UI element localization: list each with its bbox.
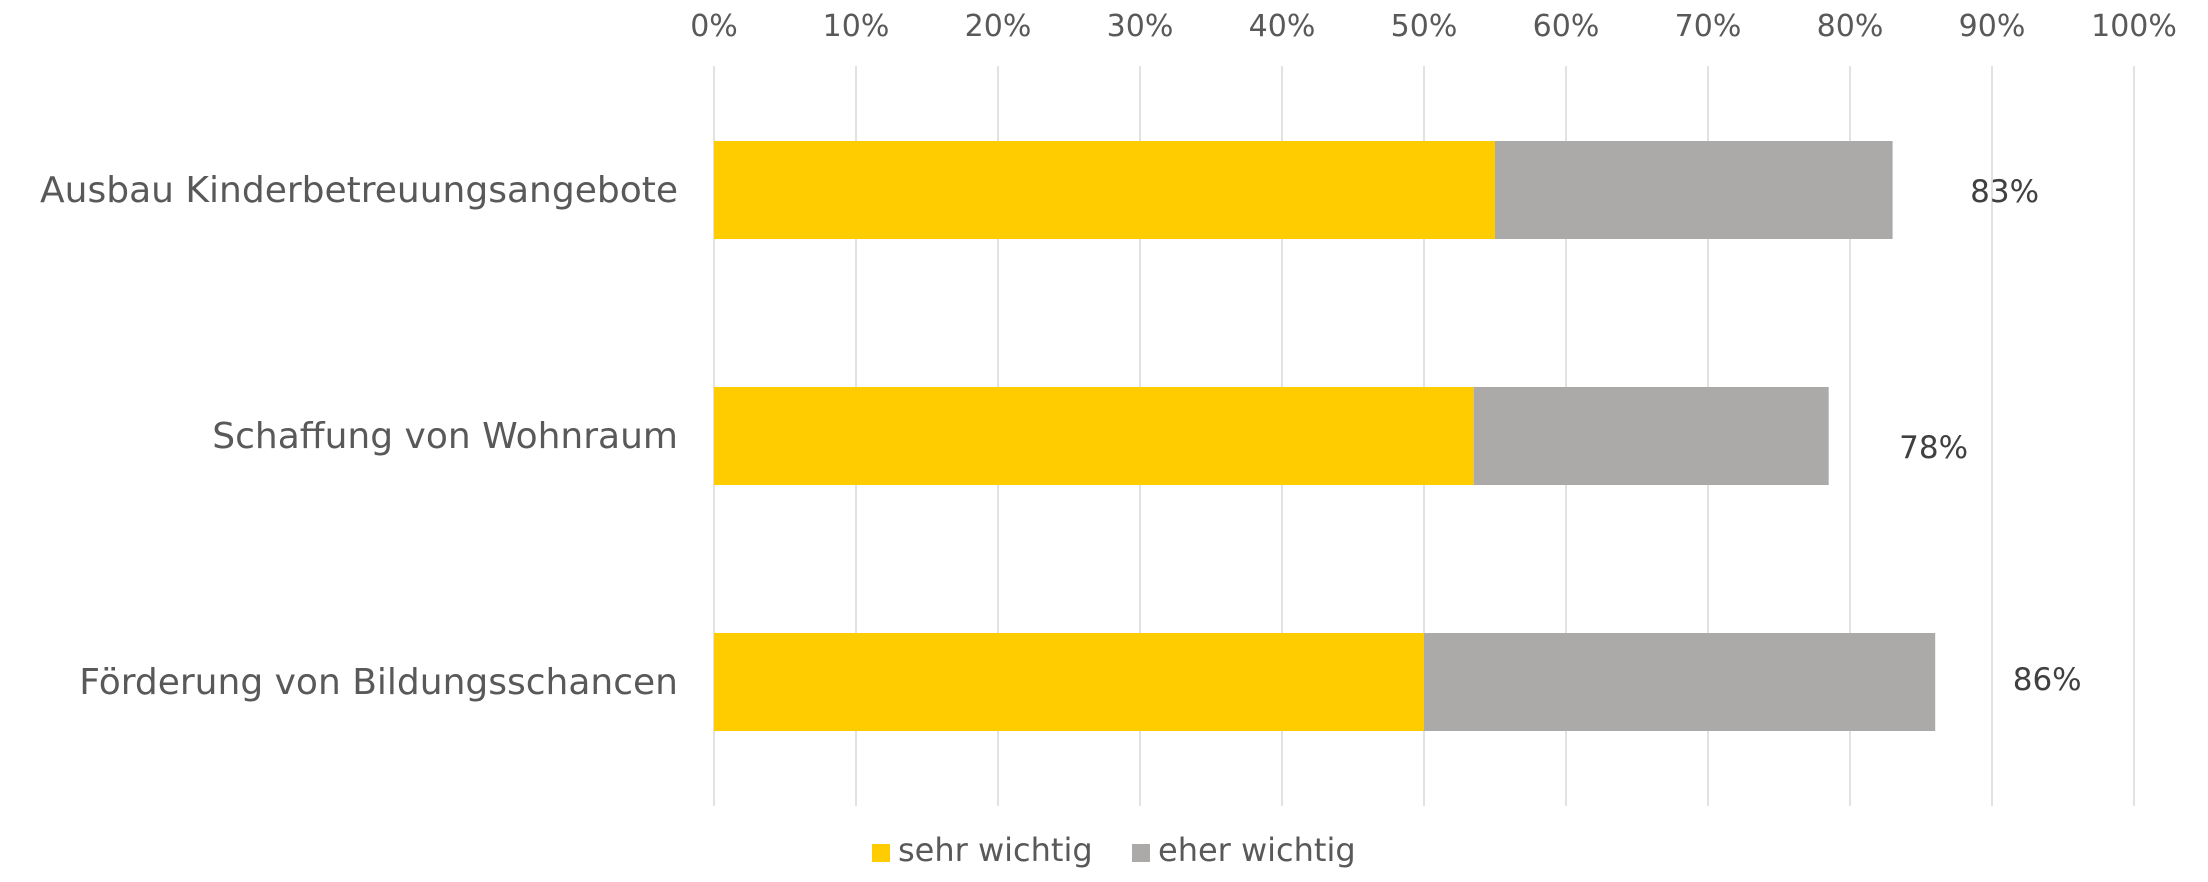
category-labels: Ausbau Kinderbetreuungsangebote Schaffung… xyxy=(40,170,678,703)
x-tick-label: 40% xyxy=(1249,9,1316,44)
x-tick-label: 50% xyxy=(1391,9,1458,44)
bar-segment-sehr-wichtig xyxy=(714,387,1474,485)
x-tick-label: 30% xyxy=(1107,9,1174,44)
legend-label: sehr wichtig xyxy=(898,831,1093,869)
total-labels: 83% 78% 86% xyxy=(1899,174,2082,698)
x-tick-label: 60% xyxy=(1533,9,1600,44)
bar-segment-sehr-wichtig xyxy=(714,633,1424,731)
category-label: Ausbau Kinderbetreuungsangebote xyxy=(40,170,678,211)
category-label: Schaffung von Wohnraum xyxy=(212,416,678,457)
total-label: 78% xyxy=(1899,430,1968,466)
x-tick-label: 0% xyxy=(690,9,738,44)
x-tick-label: 90% xyxy=(1959,9,2026,44)
x-tick-label: 70% xyxy=(1675,9,1742,44)
x-tick-label: 20% xyxy=(965,9,1032,44)
bars xyxy=(714,141,1935,731)
bar-segment-sehr-wichtig xyxy=(714,141,1495,239)
x-tick-label: 100% xyxy=(2091,9,2177,44)
total-label: 83% xyxy=(1970,174,2039,210)
legend: sehr wichtig eher wichtig xyxy=(872,831,1356,869)
x-axis-tick-labels: 0% 10% 20% 30% 40% 50% 60% 70% 80% 90% 100% xyxy=(690,9,2177,44)
total-label: 86% xyxy=(2013,662,2082,698)
x-tick-label: 10% xyxy=(823,9,890,44)
bar-segment-eher-wichtig xyxy=(1474,387,1829,485)
bar-segment-eher-wichtig xyxy=(1495,141,1893,239)
category-label: Förderung von Bildungsschancen xyxy=(79,662,678,703)
legend-label: eher wichtig xyxy=(1158,831,1356,869)
bar-segment-eher-wichtig xyxy=(1424,633,1935,731)
x-tick-label: 80% xyxy=(1817,9,1884,44)
legend-swatch xyxy=(1132,844,1150,862)
legend-swatch xyxy=(872,844,890,862)
